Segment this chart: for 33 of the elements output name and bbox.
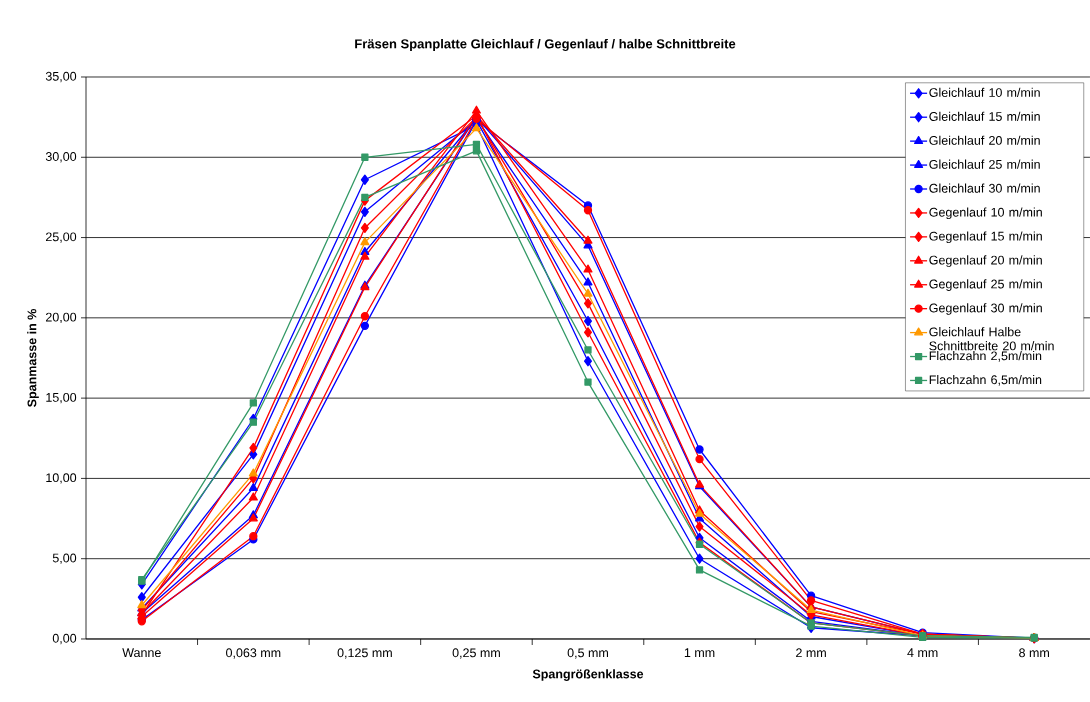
legend-label: Gleichlauf 10 m/min <box>929 87 1040 97</box>
legend-label: Flachzahn 6,5m/min <box>929 374 1042 386</box>
y-tick-label: 0,00 <box>52 633 77 645</box>
y-tick-label: 25,00 <box>45 232 77 243</box>
legend-label: Flachzahn 2,5m/min <box>929 351 1042 362</box>
y-tick-label: 5,00 <box>52 553 77 564</box>
legend-label: Gegenlauf 25 m/min <box>929 279 1042 291</box>
legend-label: Gegenlauf 10 m/min <box>929 207 1042 220</box>
legend-label: Gleichlauf 30 m/min <box>929 183 1040 193</box>
legend-label: Gegenlauf 20 m/min <box>929 255 1042 267</box>
legend-label: Gleichlauf Halbe Schnittbreite 20 m/min <box>929 327 1054 351</box>
legend-label: Gleichlauf 20 m/min <box>929 135 1040 145</box>
legend-label: Gleichlauf 15 m/min <box>929 111 1040 121</box>
x-tick-label: 0,063 mm <box>226 648 281 659</box>
x-tick-label: 4 mm <box>907 648 938 657</box>
y-tick-label: 20,00 <box>45 312 77 323</box>
y-tick-label: 10,00 <box>46 473 77 484</box>
x-tick-label: 0,125 mm <box>337 648 392 659</box>
legend-label: Gegenlauf 15 m/min <box>929 231 1042 244</box>
y-tick-label: 35,00 <box>45 71 77 83</box>
x-tick-label: 0,25 mm <box>452 648 500 659</box>
x-axis-title: Spangrößenklasse <box>532 669 644 681</box>
x-tick-label: 8 mm <box>1019 648 1049 658</box>
y-tick-label: 30,00 <box>45 152 77 163</box>
x-tick-label: 1 mm <box>684 648 715 657</box>
x-tick-label: 0,5 mm <box>567 648 608 659</box>
x-tick-label: 2 mm <box>796 648 826 658</box>
y-tick-label: 15,00 <box>46 392 77 404</box>
legend-label: Gegenlauf 30 m/min <box>929 303 1042 315</box>
chart-title: Fräsen Spanplatte Gleichlauf / Gegenlauf / halbe Schnittbreite <box>355 38 736 52</box>
legend-label: Gleichlauf 25 m/min <box>929 159 1040 169</box>
x-tick-label: Wanne <box>122 648 161 658</box>
y-axis-title: Spanmasse in % <box>27 309 39 407</box>
